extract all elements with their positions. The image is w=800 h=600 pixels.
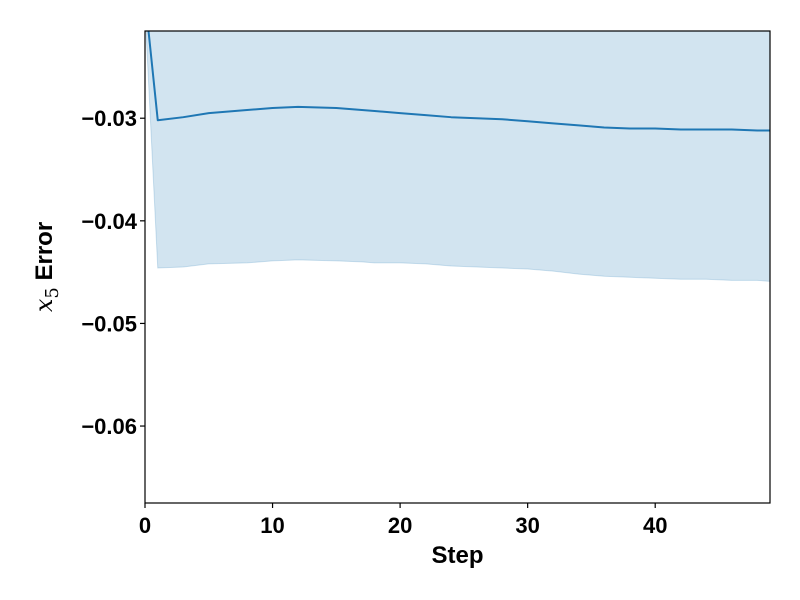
- y-axis-label-symbol: x: [30, 298, 58, 312]
- x-tick-label: 10: [260, 513, 284, 538]
- x-axis-label: Step: [431, 542, 483, 569]
- confidence-band-mean: [145, 31, 770, 282]
- y-axis-label: x5 Error: [30, 222, 63, 312]
- series-line-mean: [147, 31, 770, 132]
- x-tick-label: 20: [388, 513, 412, 538]
- x-tick-label: 30: [515, 513, 539, 538]
- y-tick-label: −0.04: [81, 209, 137, 234]
- y-tick-label: −0.05: [81, 311, 137, 336]
- y-axis-label-suffix: Error: [31, 222, 58, 287]
- x-tick-label: 0: [139, 513, 151, 538]
- y-axis-label-subscript: 5: [42, 287, 63, 298]
- x-tick-label: 40: [643, 513, 667, 538]
- y-tick-label: −0.06: [81, 414, 137, 439]
- plot-frame: [144, 30, 771, 504]
- y-tick-label: −0.03: [81, 106, 137, 131]
